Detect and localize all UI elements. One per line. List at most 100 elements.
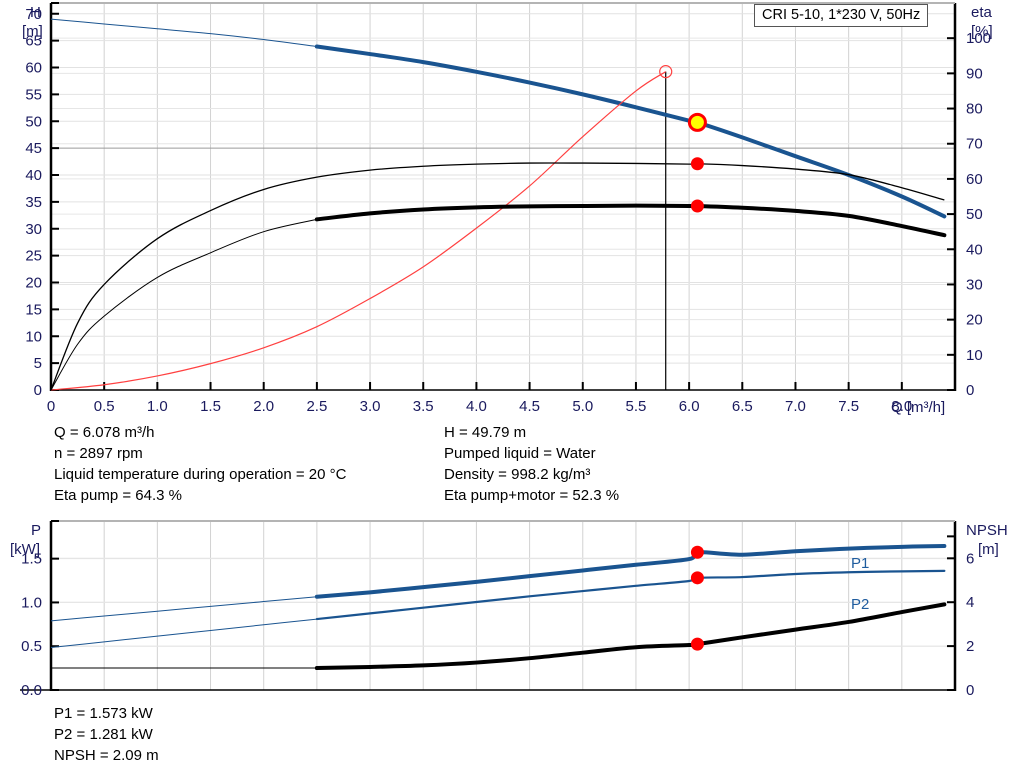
top-chart-curves	[50, 18, 947, 391]
axis-label-npsh-unit: [m]	[978, 541, 999, 558]
eta-pump-marker[interactable]	[690, 157, 704, 171]
y-tick-label: 60	[25, 60, 42, 77]
y-tick-label: 25	[25, 248, 42, 265]
y-right-tick-label: 10	[966, 347, 983, 364]
bottom-chart-grid	[51, 521, 955, 691]
y-right-tick-label: 20	[966, 312, 983, 329]
x-tick-label: 0.5	[94, 398, 115, 415]
p-tick-label: 0.0	[21, 682, 42, 699]
x-tick-label: 3.5	[413, 398, 434, 415]
y-right-tick-label: 0	[966, 382, 974, 399]
info-pumped-liquid: Pumped liquid = Water	[444, 445, 596, 462]
y-tick-label: 10	[25, 328, 42, 345]
axis-label-p-unit: [kW]	[10, 541, 40, 558]
curve-eta-pump-upper-inner-black-curve-	[50, 162, 945, 391]
info-q: Q = 6.078 m³/h	[54, 424, 155, 441]
eta-duty-marker[interactable]	[659, 65, 673, 79]
y-right-tick-label: 30	[966, 276, 983, 293]
y-tick-label: 15	[25, 301, 42, 318]
info-block-bottom: P1 = 1.573 kW P2 = 1.281 kW NPSH = 2.09 …	[54, 703, 159, 766]
axis-label-q: Q [m³/h]	[891, 399, 945, 416]
top-chart-ticks-left: 0 5 10 15 20 25 30 35 40 45 50 55 60 65 70	[25, 2, 59, 399]
curve-eta-pump-motor-lower-bold-black-curve-	[314, 203, 947, 238]
eta-pump-motor-marker[interactable]	[690, 199, 704, 213]
x-tick-label: 1.5	[200, 398, 221, 415]
info-density: Density = 998.2 kg/m³	[444, 466, 591, 483]
x-tick-label: 6.0	[679, 398, 700, 415]
head-efficiency-chart: 0 5 10 15 20 25 30 35 40 45 50 55 60 65 70 0 10 20 30 40 50…	[22, 2, 993, 416]
info-p2: P2 = 1.281 kW	[54, 726, 153, 743]
info-h: H = 49.79 m	[444, 424, 527, 441]
p-tick-label: 1.5	[21, 551, 42, 568]
x-tick-label: 4.5	[519, 398, 540, 415]
npsh-duty-marker[interactable]	[690, 637, 704, 651]
axis-label-npsh: NPSH	[966, 522, 1008, 539]
x-tick-label: 4.0	[466, 398, 487, 415]
info-npsh: NPSH = 2.09 m	[54, 747, 159, 764]
y-right-tick-label: 50	[966, 206, 983, 223]
top-chart-ticks-x: 0 0.5 1.0 1.5 2.0 2.5 3.0 3.5 4.0 4.5 5.0 5.5 6.0 6.5…	[47, 382, 912, 415]
x-tick-label: 5.0	[572, 398, 593, 415]
npsh-tick-label: 0	[966, 682, 974, 699]
p-tick-label: 1.0	[21, 594, 42, 611]
y-tick-label: 30	[25, 221, 42, 238]
x-tick-label: 7.5	[838, 398, 859, 415]
x-tick-label: 1.0	[147, 398, 168, 415]
axis-label-h-unit: [m]	[22, 23, 43, 40]
curve-label-p2: P2	[851, 596, 869, 613]
y-tick-label: 0	[34, 382, 42, 399]
curve-eta-pump-motor-lower-bold-black-curve--thin	[50, 218, 317, 391]
p2-duty-marker[interactable]	[690, 571, 704, 585]
y-right-tick-label: 60	[966, 171, 983, 188]
x-tick-label: 6.5	[732, 398, 753, 415]
y-right-tick-label: 40	[966, 241, 983, 258]
y-tick-label: 70	[25, 6, 42, 23]
top-chart-markers	[659, 65, 707, 213]
npsh-tick-label: 4	[966, 594, 974, 611]
info-p1: P1 = 1.573 kW	[54, 705, 153, 722]
info-eta-pump: Eta pump = 64.3 %	[54, 487, 182, 504]
y-right-tick-label: 100	[966, 30, 991, 47]
top-chart-frame	[49, 2, 957, 391]
top-chart-ticks-right: 0 10 20 30 40 50 60 70 80 90 100	[947, 30, 991, 399]
y-tick-label: 65	[25, 33, 42, 50]
x-tick-label: 7.0	[785, 398, 806, 415]
y-right-tick-label: 70	[966, 136, 983, 153]
curve-p1	[314, 543, 947, 599]
x-tick-label: 2.0	[253, 398, 274, 415]
x-tick-label: 3.0	[360, 398, 381, 415]
y-right-tick-label: 90	[966, 65, 983, 82]
p1-duty-marker[interactable]	[690, 545, 704, 559]
chart-title-box: CRI 5-10, 1*230 V, 50Hz	[754, 4, 929, 27]
duty-point[interactable]	[687, 112, 707, 132]
curve-p2	[315, 569, 946, 621]
axis-label-h: H	[30, 4, 41, 21]
bottom-chart-ticks-left: 0.0 0.5 1.0 1.5	[21, 520, 59, 699]
bottom-chart-curves	[50, 543, 947, 671]
npsh-tick-label: 6	[966, 550, 974, 567]
info-block-left: Q = 6.078 m³/h n = 2897 rpm Liquid tempe…	[54, 422, 346, 506]
curve-h-head-curve--thin	[50, 18, 317, 48]
bottom-chart-ticks-right: 0 2 4 6	[947, 535, 974, 699]
y-right-tick-label: 80	[966, 101, 983, 118]
y-tick-label: 20	[25, 275, 42, 292]
curve-label-p1: P1	[851, 555, 869, 572]
info-eta-pump-motor: Eta pump+motor = 52.3 %	[444, 487, 620, 504]
curve-p2-thin	[50, 618, 317, 649]
y-tick-label: 50	[25, 113, 42, 130]
power-npsh-chart: 0.0 0.5 1.0 1.5 0 2 4 6 P [kW] NPSH [m] P1 P2	[10, 520, 1008, 699]
curve-eta-pump-efficiency-	[50, 71, 667, 391]
info-n: n = 2897 rpm	[54, 445, 143, 462]
axis-label-p: P	[31, 522, 41, 539]
y-tick-label: 55	[25, 86, 42, 103]
curve-npsh	[314, 602, 947, 671]
axis-label-eta-unit: [%]	[971, 23, 993, 40]
y-tick-label: 5	[34, 355, 42, 372]
curve-h-head-curve-	[314, 44, 947, 219]
axis-label-eta: eta	[971, 4, 993, 21]
x-tick-label: 8.0	[891, 398, 912, 415]
curve-p1-thin	[50, 596, 317, 622]
bottom-chart-frame	[20, 520, 957, 691]
y-tick-label: 45	[25, 140, 42, 157]
top-chart-grid	[51, 3, 955, 391]
